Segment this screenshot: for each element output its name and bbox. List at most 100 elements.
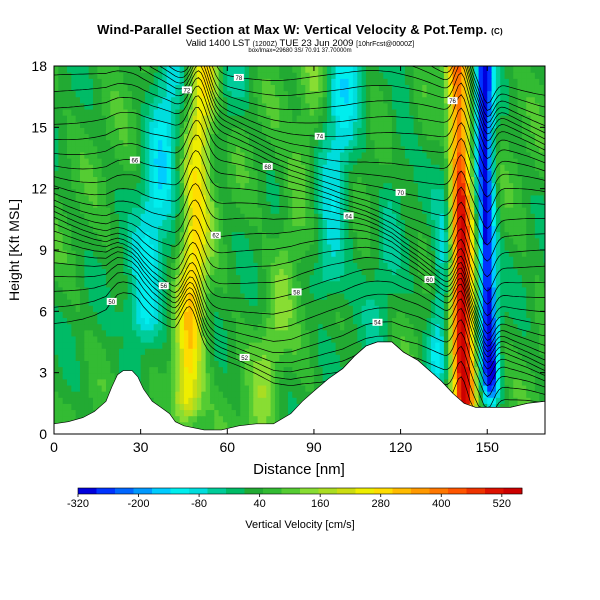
field-cell <box>257 292 263 300</box>
field-cell <box>248 292 254 300</box>
field-cell <box>296 360 302 368</box>
field-cell <box>231 250 237 257</box>
field-cell <box>196 200 202 208</box>
field-cell <box>526 213 532 220</box>
field-cell <box>378 292 384 300</box>
field-cell <box>396 292 402 300</box>
field-cell <box>500 262 506 269</box>
field-cell <box>318 280 324 288</box>
field-cell <box>192 225 198 233</box>
field-cell <box>500 237 506 245</box>
field-cell <box>266 250 272 257</box>
field-cell <box>79 170 85 177</box>
field-cell <box>209 409 215 417</box>
field-cell <box>175 225 181 233</box>
field-cell <box>105 342 111 349</box>
field-cell <box>383 317 389 325</box>
field-cell <box>521 378 527 386</box>
field-cell <box>110 366 116 374</box>
field-cell <box>539 268 545 276</box>
field-cell <box>101 348 107 355</box>
field-cell <box>387 256 393 263</box>
field-cell <box>240 305 246 312</box>
field-cell <box>378 231 384 239</box>
field-cell <box>231 200 237 208</box>
field-cell <box>209 384 215 392</box>
field-cell <box>79 305 85 312</box>
field-cell <box>283 348 289 355</box>
field-cell <box>318 274 324 282</box>
field-cell <box>248 164 254 171</box>
field-cell <box>487 231 493 239</box>
field-cell <box>469 176 475 184</box>
field-cell <box>469 342 475 349</box>
field-cell <box>235 194 241 202</box>
field-cell <box>461 397 467 404</box>
field-cell <box>296 200 302 208</box>
field-cell <box>348 182 354 190</box>
field-cell <box>196 317 202 325</box>
field-cell <box>188 323 194 331</box>
field-cell <box>283 231 289 239</box>
field-cell <box>248 237 254 245</box>
field-cell <box>474 403 480 411</box>
field-cell <box>97 237 103 245</box>
field-cell <box>339 311 345 319</box>
field-cell <box>452 329 458 337</box>
field-cell <box>192 219 198 227</box>
field-cell <box>443 182 449 190</box>
field-cell <box>58 305 64 312</box>
field-cell <box>383 311 389 319</box>
field-cell <box>439 170 445 177</box>
field-cell <box>240 372 246 380</box>
field-cell <box>456 342 462 349</box>
field-cell <box>344 323 350 331</box>
field-cell <box>222 292 228 300</box>
field-cell <box>331 292 337 300</box>
field-cell <box>517 225 523 233</box>
field-cell <box>192 182 198 190</box>
field-cell <box>261 305 267 312</box>
field-cell <box>261 354 267 361</box>
field-cell <box>192 354 198 361</box>
field-cell <box>222 311 228 319</box>
field-cell <box>348 176 354 184</box>
field-cell <box>214 188 220 196</box>
field-cell <box>378 280 384 288</box>
field-cell <box>118 348 124 355</box>
field-cell <box>261 378 267 386</box>
field-cell <box>170 311 176 319</box>
field-cell <box>504 397 510 404</box>
field-cell <box>426 305 432 312</box>
field-cell <box>196 194 202 202</box>
field-cell <box>335 219 341 227</box>
field-cell <box>482 348 488 355</box>
field-cell <box>521 219 527 227</box>
field-cell <box>461 342 467 349</box>
field-cell <box>495 243 501 251</box>
field-cell <box>283 391 289 398</box>
field-cell <box>422 213 428 220</box>
field-cell <box>326 213 332 220</box>
field-cell <box>244 299 250 306</box>
chart-title: Wind-Parallel Section at Max W: Vertical… <box>0 22 600 37</box>
field-cell <box>62 360 68 368</box>
field-cell <box>231 274 237 282</box>
field-cell <box>517 286 523 294</box>
field-cell <box>413 335 419 343</box>
field-cell <box>144 372 150 380</box>
field-cell <box>322 354 328 361</box>
field-cell <box>84 329 90 337</box>
field-cell <box>339 335 345 343</box>
field-cell <box>192 360 198 368</box>
field-cell <box>365 292 371 300</box>
field-cell <box>482 397 488 404</box>
field-cell <box>153 274 159 282</box>
field-cell <box>292 342 298 349</box>
field-cell <box>409 256 415 263</box>
field-cell <box>84 176 90 184</box>
field-cell <box>422 348 428 355</box>
field-cell <box>487 292 493 300</box>
field-cell <box>166 225 172 233</box>
field-cell <box>123 323 129 331</box>
